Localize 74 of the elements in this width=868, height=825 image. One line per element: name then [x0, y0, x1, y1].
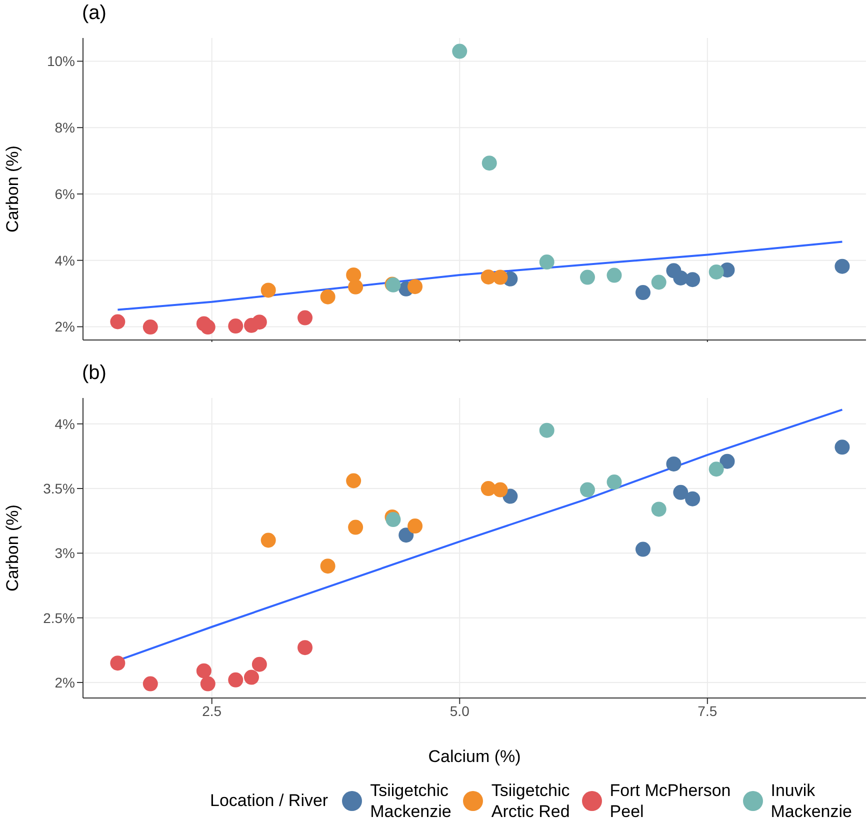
point — [834, 440, 850, 455]
point — [685, 272, 700, 288]
point — [539, 422, 554, 438]
point — [398, 528, 414, 543]
chart-title: (b) — [82, 362, 106, 385]
point — [492, 270, 508, 285]
point — [142, 676, 158, 692]
point — [260, 282, 276, 298]
point — [408, 279, 423, 294]
point — [708, 264, 724, 280]
point — [200, 676, 216, 692]
point — [110, 314, 126, 330]
point — [320, 289, 336, 304]
y-tick-label: 10% — [46, 53, 75, 70]
legend-label: Fort McPherson Peel — [610, 780, 731, 822]
point — [252, 656, 267, 672]
point — [200, 320, 216, 335]
point — [452, 44, 468, 59]
y-tick-label: 4% — [54, 416, 75, 432]
point — [685, 491, 700, 506]
point — [651, 274, 666, 290]
point — [635, 542, 650, 557]
y-tick-label: 3.5% — [43, 480, 75, 496]
point — [539, 254, 554, 270]
x-tick-label: 5.0 — [450, 702, 470, 719]
point — [348, 279, 364, 294]
point — [244, 670, 259, 685]
y-tick-label: 8% — [54, 120, 75, 136]
y-axis-title: Carbon (%) — [3, 504, 22, 592]
point — [346, 267, 362, 282]
point — [386, 512, 401, 528]
y-tick-label: 2% — [54, 674, 75, 690]
point — [298, 310, 313, 326]
point — [228, 672, 244, 688]
y-axis-title: Carbon (%) — [3, 146, 22, 232]
point — [492, 482, 508, 498]
y-tick-label: 3% — [54, 545, 75, 562]
legend-label: Inuvik Mackenzie — [770, 780, 852, 822]
point — [298, 640, 313, 656]
point — [673, 270, 688, 286]
x-tick-label: 7.5 — [698, 702, 718, 719]
y-tick-label: 2.5% — [43, 610, 75, 626]
point — [708, 462, 724, 477]
point — [673, 484, 688, 500]
y-tick-label: 6% — [54, 186, 75, 202]
x-axis-title: Calcium (%) — [428, 747, 521, 766]
y-tick-label: 4% — [54, 252, 75, 268]
point — [580, 482, 595, 498]
point — [346, 473, 362, 488]
point — [666, 456, 682, 472]
point — [348, 520, 364, 535]
point — [228, 318, 244, 334]
point — [580, 270, 595, 285]
y-tick-label: 2% — [54, 318, 75, 335]
point — [606, 268, 622, 283]
point — [110, 656, 126, 671]
point — [482, 156, 497, 171]
point — [320, 558, 336, 574]
point — [196, 663, 212, 678]
legend-label: Tsiigetchic Mackenzie — [370, 780, 452, 822]
point — [252, 314, 267, 330]
legend-title: Location / River — [210, 791, 328, 811]
point — [635, 285, 650, 300]
point — [260, 532, 276, 548]
point — [606, 474, 622, 490]
line-series — [116, 240, 844, 311]
point — [142, 320, 158, 335]
point — [408, 518, 423, 534]
point — [834, 258, 850, 274]
x-tick-label: 2.5 — [202, 702, 222, 719]
chart-title: (a) — [82, 2, 106, 25]
point — [720, 454, 735, 469]
legend-label: Tsiigetchic Arctic Red — [491, 780, 570, 822]
point — [651, 502, 666, 517]
